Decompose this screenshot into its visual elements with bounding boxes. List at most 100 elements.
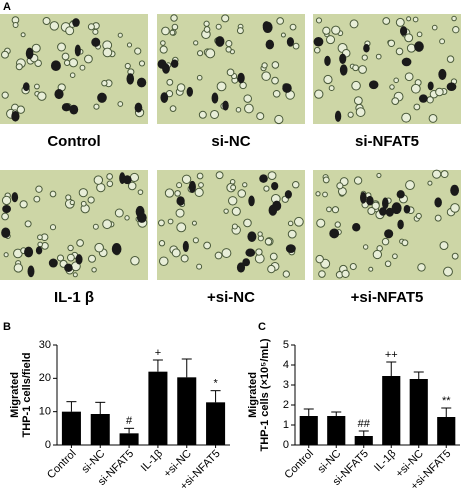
cell	[91, 267, 97, 273]
migrated-cell	[282, 83, 292, 93]
cell	[316, 218, 326, 228]
migrated-cell	[48, 258, 58, 268]
cell	[138, 60, 146, 67]
image-label: Control	[47, 133, 100, 150]
migrated-cell	[74, 44, 81, 57]
cell	[292, 180, 300, 189]
cell	[358, 65, 367, 74]
cell	[416, 31, 423, 38]
cell	[79, 64, 86, 71]
migrated-cell	[222, 100, 229, 111]
cell	[353, 96, 363, 105]
cell	[87, 196, 95, 204]
cell	[435, 87, 444, 97]
y-tick-label: 30	[39, 339, 51, 351]
y-tick-label: 4	[283, 359, 289, 371]
bar	[177, 377, 197, 445]
cell	[198, 182, 204, 188]
migrated-cell	[403, 204, 411, 214]
y-tick-label: 5	[283, 339, 289, 351]
cell	[451, 252, 459, 260]
cell	[210, 109, 220, 119]
cell	[34, 83, 40, 90]
micrograph-bg	[0, 170, 148, 280]
cell	[392, 253, 398, 260]
bar	[119, 433, 139, 445]
cell	[3, 252, 9, 258]
image-label: +si-NC	[207, 289, 255, 306]
cell	[215, 171, 224, 180]
cell	[12, 22, 19, 28]
migrated-cell	[366, 195, 374, 206]
migrated-cell	[119, 172, 126, 184]
migrated-cell	[248, 195, 255, 207]
cell	[49, 190, 57, 198]
migrated-cell	[265, 39, 275, 50]
cell	[158, 256, 169, 266]
cell	[261, 62, 268, 69]
cell	[20, 32, 26, 38]
bar	[299, 416, 318, 445]
cell	[280, 32, 286, 38]
cell	[391, 97, 400, 106]
cell	[84, 54, 93, 64]
migrated-cell	[61, 103, 71, 112]
cell	[451, 15, 457, 22]
migrated-cell	[446, 82, 457, 92]
cell	[158, 240, 166, 247]
cell	[175, 208, 185, 218]
cell	[272, 89, 281, 98]
cell	[326, 206, 332, 213]
image-label: +si-NFAT5	[351, 289, 424, 306]
migrated-cell	[262, 21, 273, 33]
cell	[1, 195, 12, 206]
significance-label: +	[155, 347, 161, 359]
migrated-cell	[427, 81, 434, 91]
cell	[161, 26, 170, 36]
migrated-cell	[72, 18, 80, 27]
cell	[92, 223, 99, 230]
migrated-cell	[334, 110, 342, 122]
migrated-cell	[313, 37, 324, 47]
cell	[101, 80, 108, 87]
cell	[94, 242, 104, 253]
migrated-cell	[27, 265, 35, 278]
cell	[443, 266, 453, 277]
migrated-cell	[329, 228, 340, 239]
cell	[92, 28, 99, 35]
cell	[271, 61, 280, 69]
migrated-cell	[286, 37, 295, 47]
cell	[235, 107, 242, 113]
migrated-cell	[69, 104, 79, 115]
y-tick-label: 10	[39, 406, 51, 418]
migrated-cell	[160, 92, 169, 104]
cell	[215, 23, 222, 30]
cell	[274, 114, 284, 125]
y-tick-label: 20	[39, 372, 51, 384]
cell	[352, 64, 359, 72]
cell	[37, 234, 43, 241]
cell	[243, 218, 252, 228]
migrated-cell	[24, 246, 34, 258]
cell	[439, 38, 446, 45]
migrated-cell	[242, 258, 251, 267]
migrated-cell	[399, 26, 408, 36]
cell	[261, 71, 271, 81]
migrated-cell	[97, 92, 107, 103]
cell	[19, 200, 28, 209]
migrated-cell	[126, 73, 135, 85]
micrograph	[0, 170, 148, 280]
migrated-cell	[134, 102, 143, 113]
cell	[237, 189, 247, 198]
image-label: IL-1 β	[54, 289, 94, 306]
migrated-cell	[434, 197, 442, 208]
cell	[1, 91, 9, 99]
migrated-cell	[35, 246, 43, 255]
cell	[236, 27, 244, 35]
migrated-cell	[237, 72, 245, 84]
cell	[196, 263, 203, 270]
cell	[427, 180, 433, 186]
cell	[267, 171, 277, 181]
migrated-cell	[360, 191, 367, 204]
significance-label: ##	[358, 418, 371, 430]
